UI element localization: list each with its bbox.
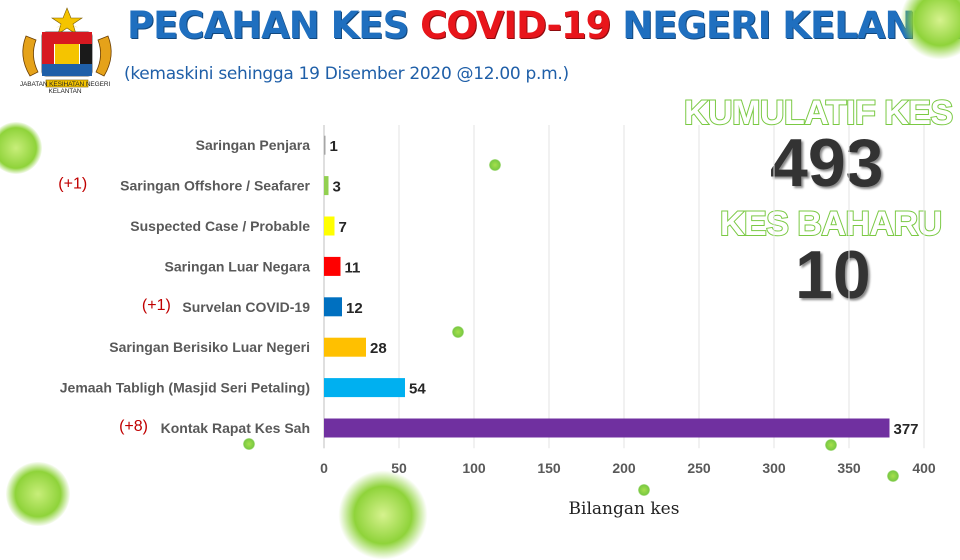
- bar-value-label: 54: [409, 381, 426, 398]
- category-label: Suspected Case / Probable: [130, 218, 310, 234]
- virus-decoration-icon: [825, 439, 837, 451]
- cumulative-cases-label: KUMULATIF KES: [683, 93, 954, 133]
- x-tick-label: 100: [462, 460, 486, 476]
- bar: [324, 176, 329, 196]
- bar: [324, 418, 890, 438]
- department-label: JABATAN KESIHATAN NEGERI KELANTAN: [19, 81, 111, 95]
- virus-decoration-icon: [243, 438, 255, 450]
- new-cases-label: KES BAHARU: [719, 204, 943, 244]
- category-label: Saringan Luar Negara: [165, 258, 311, 274]
- x-tick-label: 350: [837, 460, 861, 476]
- bar-chart: 0 50 100 150 200 250 300 350 400 1 Saringan Penjar…: [58, 125, 936, 519]
- bar-value-label: 377: [894, 421, 919, 438]
- coat-of-arms-logo: [22, 7, 112, 88]
- x-tick-label: 150: [537, 460, 561, 476]
- category-label: Saringan Berisiko Luar Negeri: [109, 339, 310, 355]
- increment-label: (+1): [142, 297, 171, 314]
- bar-value-label: 12: [346, 300, 363, 317]
- virus-decoration-icon: [887, 470, 899, 482]
- category-label: Jemaah Tabligh (Masjid Seri Petaling): [60, 380, 310, 396]
- virus-decoration-icon: [638, 484, 650, 496]
- x-tick-label: 50: [391, 460, 407, 476]
- virus-decoration-icon: [0, 122, 42, 174]
- bar-value-label: 3: [333, 179, 341, 196]
- bar: [324, 337, 366, 357]
- category-label: Kontak Rapat Kes Sah: [161, 420, 310, 436]
- bar-value-label: 7: [339, 219, 347, 236]
- x-tick-label: 400: [912, 460, 936, 476]
- virus-decoration-icon: [452, 326, 464, 338]
- category-label: Survelan COVID-19: [182, 299, 310, 315]
- new-cases-value: 10: [795, 237, 871, 313]
- x-tick-label: 250: [687, 460, 711, 476]
- increment-label: (+1): [58, 176, 87, 193]
- bar: [324, 135, 326, 155]
- cumulative-cases-value: 493: [770, 125, 884, 201]
- bar: [324, 216, 335, 236]
- virus-decoration-icon: [489, 159, 501, 171]
- page-subtitle: (kemaskini sehingga 19 Disember 2020 @12…: [124, 64, 569, 84]
- bar-value-label: 11: [345, 259, 361, 276]
- category-label: Saringan Penjara: [196, 137, 311, 153]
- x-tick-label: 0: [320, 460, 328, 476]
- bar: [324, 256, 341, 276]
- title-part-2: COVID-19: [420, 4, 611, 47]
- bar-value-label: 1: [330, 138, 338, 155]
- x-tick-label: 200: [612, 460, 636, 476]
- increment-label: (+8): [119, 418, 148, 435]
- x-tick-label: 300: [762, 460, 786, 476]
- x-axis-label: Bilangan kes: [569, 499, 680, 519]
- title-part-1: PECAHAN KES: [127, 4, 409, 47]
- bar: [324, 297, 342, 317]
- bar-value-label: 28: [370, 340, 387, 357]
- category-label: Saringan Offshore / Seafarer: [120, 178, 310, 194]
- bar: [324, 378, 405, 398]
- virus-decoration-icon: [6, 462, 70, 526]
